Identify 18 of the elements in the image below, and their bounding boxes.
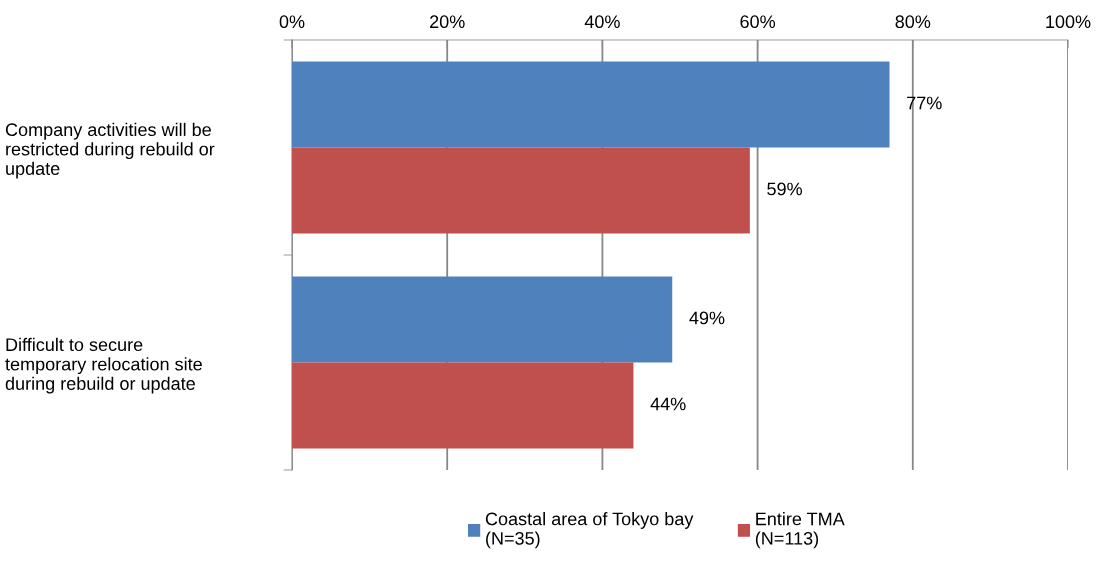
x-tick-label: 100% [1046,15,1091,29]
data-label: 49% [689,311,725,325]
x-tick-label: 20% [430,15,465,29]
legend-label: Entire TMA (N=113) [755,512,845,549]
bar [292,276,673,363]
y-tick-label: Difficult to secure temporary relocation site during rebuild or update [5,337,202,394]
y-tick-label: Company activities will be restricted during rebuild or update [5,122,215,179]
x-tick-label: 0% [279,15,305,29]
x-tick-label: 80% [895,15,931,29]
x-tick-label: 40% [584,15,620,29]
bar [292,147,750,234]
data-label: 44% [650,397,686,411]
x-tick-label: 60% [740,15,776,29]
bar [292,362,634,449]
data-label: 77% [907,96,942,110]
bar [292,61,890,148]
data-label: 59% [767,182,802,196]
legend-label: Coastal area of Tokyo bay (N=35) [485,512,694,549]
